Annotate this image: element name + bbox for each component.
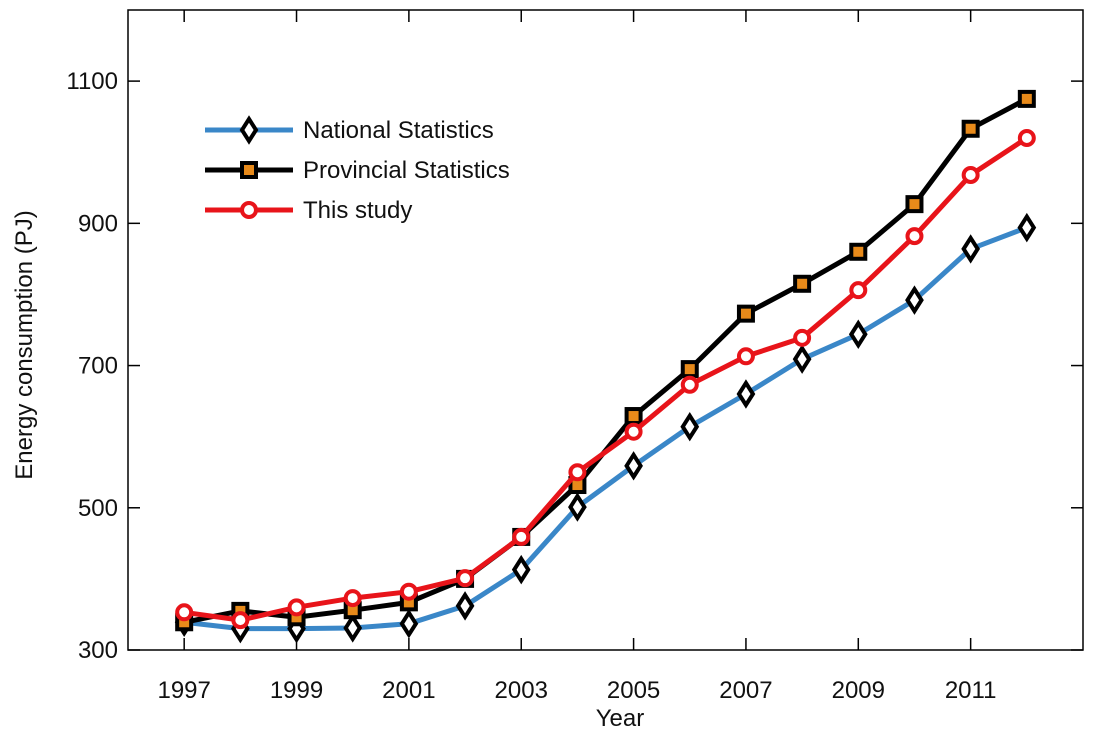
marker: [736, 347, 755, 366]
legend-label: This study: [303, 197, 412, 224]
legend-marker: [240, 161, 258, 179]
legend-marker: [240, 201, 258, 219]
marker: [849, 242, 868, 261]
marker: [343, 613, 363, 643]
series-line: [183, 135, 1029, 623]
x-tick-label: 2003: [495, 677, 548, 704]
legend-marker: [239, 115, 259, 145]
marker: [680, 411, 700, 442]
marker: [849, 281, 868, 300]
marker: [343, 589, 362, 608]
x-tick-label: 2001: [382, 677, 435, 704]
marker: [736, 304, 755, 323]
marker: [175, 603, 194, 622]
x-tick-label: 1999: [270, 677, 323, 704]
y-tick-label: 700: [78, 353, 118, 380]
x-tick-label: 2007: [719, 677, 772, 704]
y-tick-label: 1100: [66, 68, 118, 95]
y-axis-label: Energy consumption (PJ): [11, 210, 38, 479]
marker: [399, 608, 419, 639]
x-axis-label: Year: [596, 705, 645, 732]
marker: [793, 328, 812, 347]
marker: [568, 492, 587, 522]
x-tick-label: 2009: [832, 677, 885, 704]
marker: [624, 422, 643, 441]
marker: [848, 319, 868, 349]
marker: [231, 611, 250, 630]
marker: [568, 463, 587, 482]
marker: [399, 582, 418, 601]
y-tick-label: 900: [78, 210, 118, 237]
marker: [287, 598, 306, 617]
series-line: [183, 225, 1028, 632]
marker: [680, 360, 699, 379]
marker: [1017, 89, 1036, 108]
marker: [1017, 129, 1036, 147]
marker: [961, 165, 980, 184]
marker: [680, 375, 699, 394]
marker: [512, 527, 531, 546]
x-tick-label: 2011: [945, 677, 997, 704]
marker: [905, 195, 924, 214]
plot-frame: [127, 9, 1084, 651]
marker: [736, 379, 756, 409]
marker: [624, 451, 643, 481]
y-tick-label: 500: [78, 495, 118, 522]
marker: [793, 274, 812, 293]
y-tick-label: 300: [78, 637, 118, 664]
marker: [624, 407, 643, 426]
marker: [961, 119, 980, 138]
marker: [905, 227, 924, 246]
marker: [511, 554, 531, 585]
marker: [1017, 212, 1037, 243]
marker: [455, 591, 475, 621]
x-tick-label: 1997: [157, 677, 210, 704]
x-tick-label: 2005: [607, 677, 660, 704]
legend-label: Provincial Statistics: [303, 157, 510, 184]
marker: [905, 285, 924, 315]
legend-label: National Statistics: [303, 117, 494, 144]
marker: [456, 569, 475, 588]
marker: [961, 234, 981, 264]
marker: [792, 344, 812, 374]
